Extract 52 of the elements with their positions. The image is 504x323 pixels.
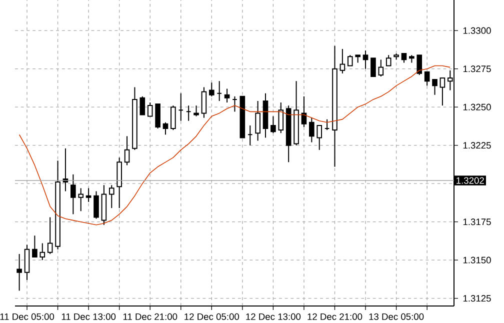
y-tick-label: 1.3225 — [463, 142, 491, 149]
candlestick — [316, 124, 322, 150]
candlestick — [424, 71, 430, 86]
x-tick-label: 11 Dec 13:00 — [62, 313, 116, 320]
candlestick — [255, 100, 260, 142]
y-tick-label: 1.3175 — [463, 218, 491, 226]
candlestick — [224, 88, 230, 103]
candlestick — [140, 96, 146, 116]
candlestick — [78, 188, 84, 212]
candlestick — [440, 78, 446, 106]
x-tick-label: 13 Dec 05:00 — [369, 313, 424, 320]
candlestick — [24, 244, 30, 280]
candlestick — [386, 54, 392, 66]
candlestick — [86, 188, 92, 202]
y-tick-label: 1.3275 — [463, 66, 491, 72]
y-tick-label: 1.3300 — [463, 27, 491, 34]
y-tick-label: 1.3250 — [463, 104, 491, 110]
candlestick — [47, 216, 53, 254]
candlestick — [416, 54, 422, 76]
x-tick-label: 11 Dec 21:00 — [123, 313, 178, 320]
candlestick — [370, 58, 376, 77]
candlestick — [209, 82, 214, 97]
candlestick — [309, 117, 314, 143]
x-tick-label: 12 Dec 05:00 — [184, 313, 240, 320]
candlestick — [432, 79, 438, 96]
candlestick — [362, 50, 368, 70]
y-tick-label: 1.3125 — [463, 295, 491, 302]
x-tick-label: 11 Dec 05:00 — [0, 313, 54, 320]
ref-line-label: 1.3202 — [456, 177, 484, 184]
candlestick — [270, 116, 276, 134]
candlestick — [155, 104, 160, 130]
candlestick — [347, 54, 353, 66]
candlestick — [170, 105, 176, 131]
candlestick — [301, 96, 307, 128]
candlestick — [278, 102, 284, 134]
candlestick — [108, 184, 114, 209]
candlestick — [340, 48, 346, 74]
candlestick — [40, 242, 46, 261]
candlestick — [32, 235, 38, 258]
candlestick — [201, 86, 207, 118]
candlestick — [124, 136, 130, 166]
x-tick-label: 12 Dec 13:00 — [246, 313, 301, 320]
y-tick-label: 1.3150 — [463, 256, 491, 264]
candlestick — [16, 253, 22, 292]
candlestick — [194, 105, 199, 117]
candlestick — [147, 102, 153, 117]
candlestick — [401, 53, 407, 64]
candlestick — [70, 174, 76, 215]
candlestick — [94, 190, 99, 220]
candlestick — [378, 59, 384, 77]
candlestick — [162, 122, 168, 136]
x-tick-label: 12 Dec 21:00 — [308, 313, 362, 320]
